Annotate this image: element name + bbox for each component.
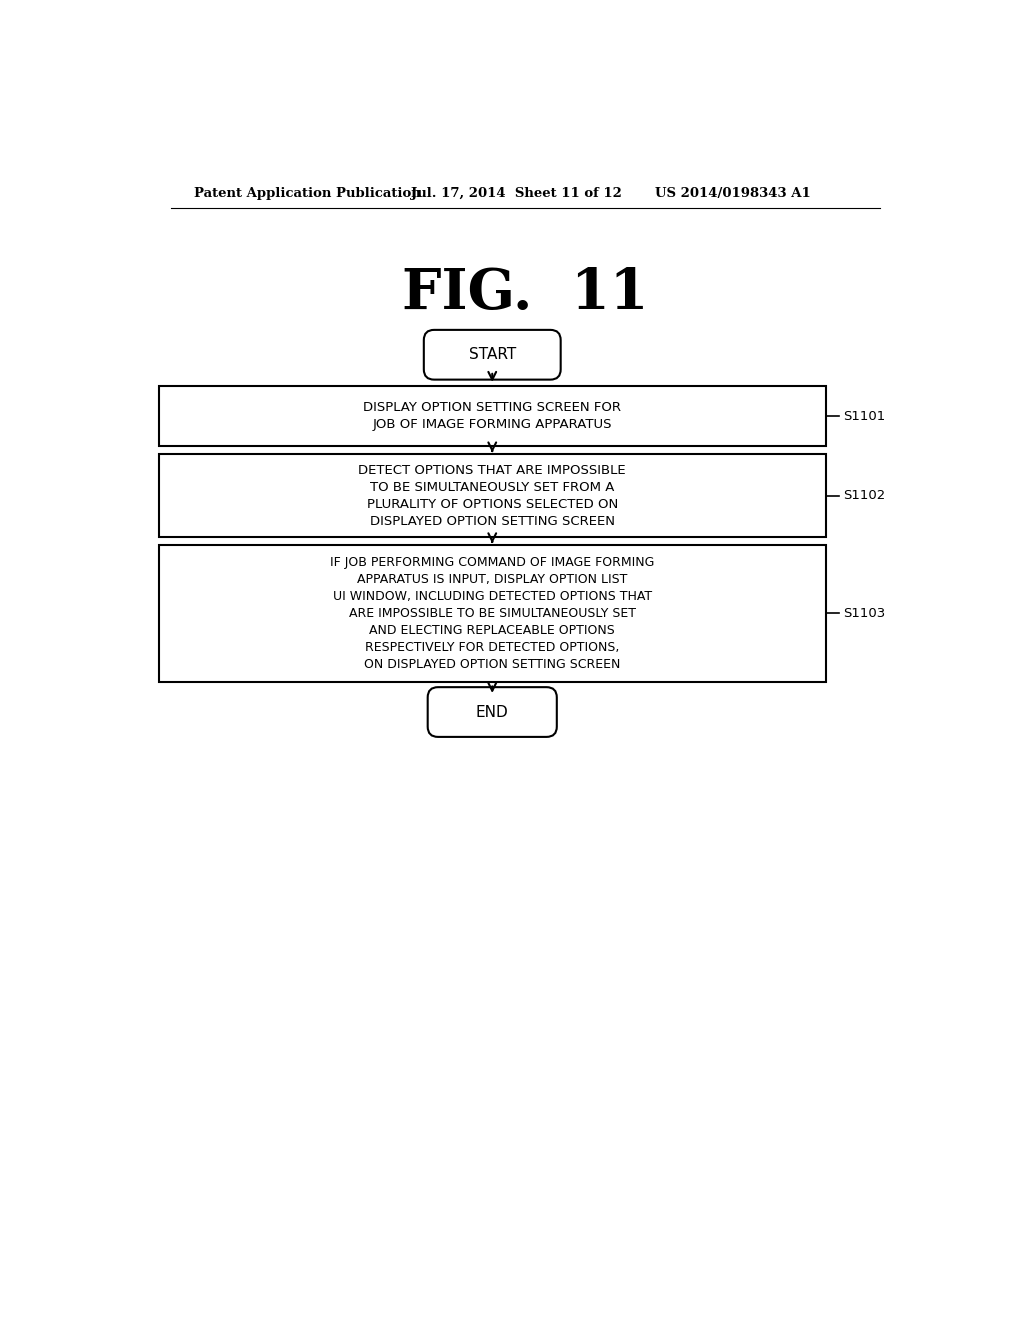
Text: DETECT OPTIONS THAT ARE IMPOSSIBLE
TO BE SIMULTANEOUSLY SET FROM A
PLURALITY OF : DETECT OPTIONS THAT ARE IMPOSSIBLE TO BE… [358,463,626,528]
Text: S1101: S1101 [844,409,886,422]
Text: END: END [476,705,509,719]
Text: S1103: S1103 [844,607,886,620]
Text: Jul. 17, 2014  Sheet 11 of 12: Jul. 17, 2014 Sheet 11 of 12 [411,186,622,199]
Text: US 2014/0198343 A1: US 2014/0198343 A1 [655,186,811,199]
Bar [159,545,825,682]
Text: START: START [469,347,516,362]
Text: DISPLAY OPTION SETTING SCREEN FOR
JOB OF IMAGE FORMING APPARATUS: DISPLAY OPTION SETTING SCREEN FOR JOB OF… [364,401,622,432]
Bar [159,387,825,446]
Text: Patent Application Publication: Patent Application Publication [194,186,421,199]
FancyBboxPatch shape [424,330,561,380]
FancyBboxPatch shape [428,688,557,737]
Text: IF JOB PERFORMING COMMAND OF IMAGE FORMING
APPARATUS IS INPUT, DISPLAY OPTION LI: IF JOB PERFORMING COMMAND OF IMAGE FORMI… [330,556,654,671]
Text: FIG.  11: FIG. 11 [401,265,648,321]
Bar [159,454,825,537]
Text: S1102: S1102 [844,490,886,502]
